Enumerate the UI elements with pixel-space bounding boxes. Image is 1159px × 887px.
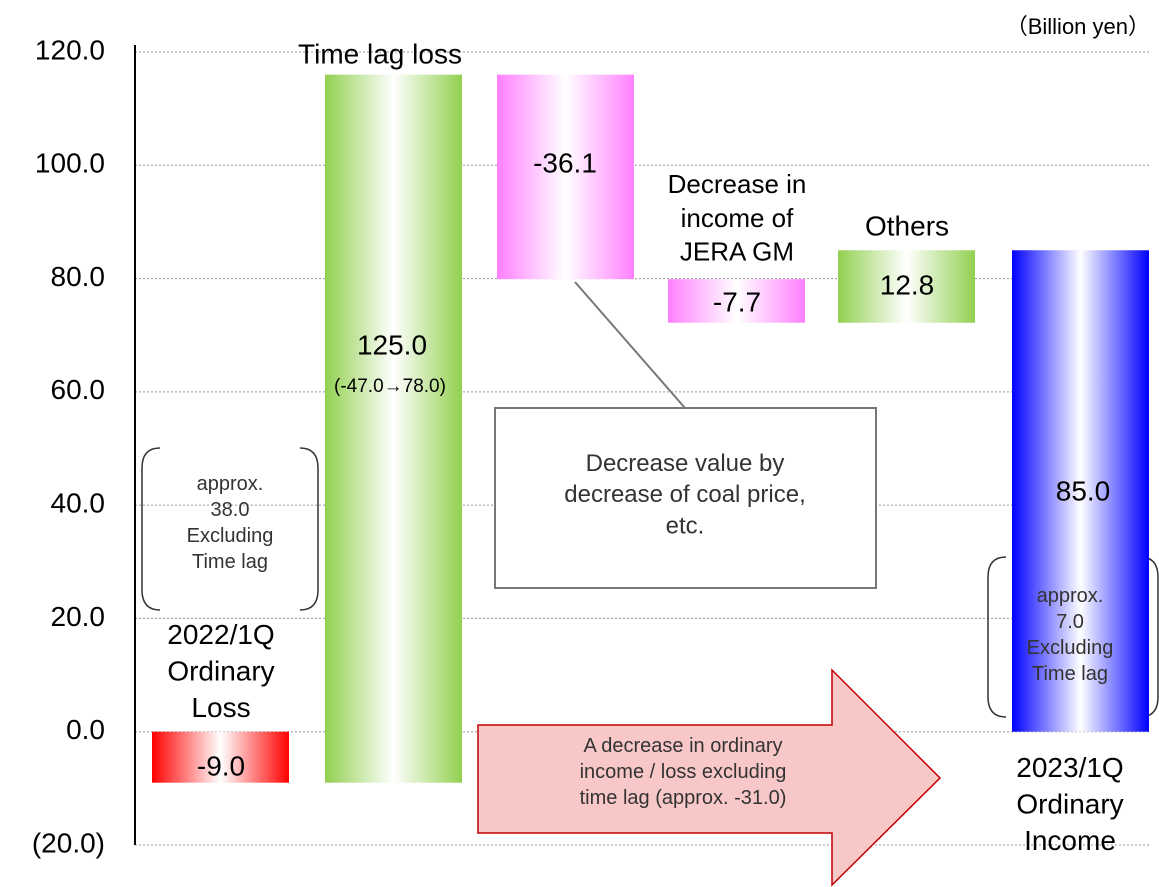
callout-connector bbox=[574, 281, 686, 409]
category-label: 2022/1Q Ordinary Loss bbox=[167, 619, 274, 723]
category-label: Others bbox=[865, 210, 949, 241]
y-tick-label: 60.0 bbox=[51, 374, 106, 405]
annotation: approx. 7.0 Excluding Time lag bbox=[1027, 585, 1114, 685]
y-tick-label: (20.0) bbox=[32, 827, 105, 858]
category-label: Decrease in income of JERA GM bbox=[668, 169, 807, 267]
category-label: Time lag loss bbox=[298, 38, 462, 69]
y-tick-label: 100.0 bbox=[35, 148, 105, 179]
brace bbox=[141, 447, 319, 611]
annotation: A decrease in ordinary income / loss excl… bbox=[580, 735, 787, 809]
y-tick-label: 0.0 bbox=[66, 714, 105, 745]
y-tick-label: 120.0 bbox=[35, 34, 105, 65]
value-label: -7.7 bbox=[713, 286, 761, 317]
value-label: 85.0 bbox=[1056, 475, 1111, 506]
y-tick-label: 40.0 bbox=[51, 488, 106, 519]
callout-box bbox=[494, 407, 877, 589]
bar bbox=[668, 279, 805, 323]
annotation: (-47.0→78.0) bbox=[334, 376, 446, 397]
y-tick-label: 80.0 bbox=[51, 261, 106, 292]
annotation: Decrease value by decrease of coal price,… bbox=[564, 450, 805, 539]
arrow bbox=[477, 668, 942, 887]
y-tick-label: 20.0 bbox=[51, 601, 106, 632]
value-label: 12.8 bbox=[880, 269, 935, 300]
value-label: -9.0 bbox=[197, 750, 245, 781]
bar bbox=[152, 731, 289, 783]
category-label: 2023/1Q Ordinary Income bbox=[1016, 752, 1123, 856]
bar bbox=[1012, 250, 1149, 732]
unit-label: （Billion yen） bbox=[1006, 14, 1150, 39]
annotation: approx. 38.0 Excluding Time lag bbox=[187, 473, 274, 573]
bar bbox=[838, 250, 975, 323]
value-label: 125.0 bbox=[357, 329, 427, 360]
bar bbox=[325, 74, 462, 783]
bar bbox=[497, 74, 634, 280]
brace bbox=[987, 556, 1159, 718]
value-label: -36.1 bbox=[533, 147, 597, 178]
